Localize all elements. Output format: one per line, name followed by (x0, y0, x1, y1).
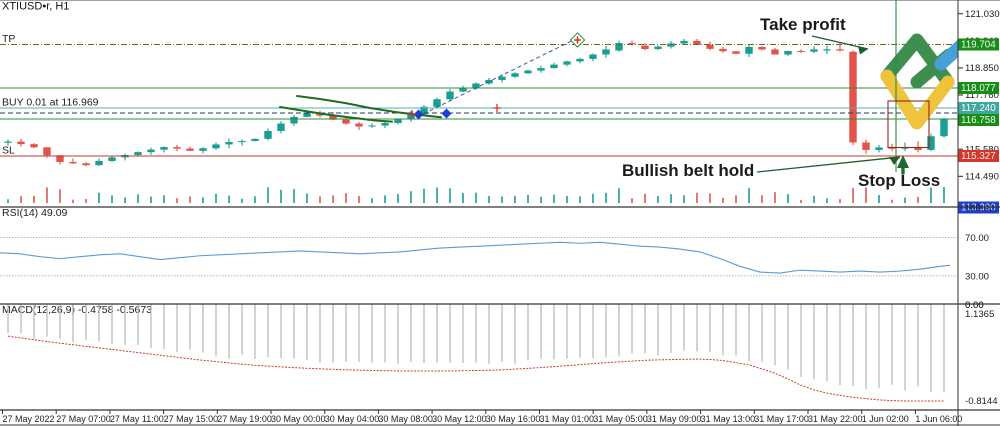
svg-text:30.00: 30.00 (965, 271, 989, 282)
svg-text:118.850: 118.850 (965, 63, 999, 74)
svg-text:121.030: 121.030 (965, 9, 1000, 20)
svg-text:30 May 12:00: 30 May 12:00 (432, 414, 487, 424)
svg-text:119.704: 119.704 (961, 40, 996, 51)
svg-text:BUY 0.01 at 116.969: BUY 0.01 at 116.969 (2, 97, 99, 109)
svg-text:1 Jun 06:00: 1 Jun 06:00 (915, 414, 962, 424)
svg-text:27 May 19:00: 27 May 19:00 (217, 414, 272, 424)
svg-text:31 May 22:00: 31 May 22:00 (808, 414, 863, 424)
svg-text:RSI(14) 49.09: RSI(14) 49.09 (2, 207, 68, 219)
svg-text:31 May 05:00: 31 May 05:00 (593, 414, 648, 424)
svg-text:31 May 01:00: 31 May 01:00 (540, 414, 595, 424)
svg-text:-0.8144: -0.8144 (965, 396, 998, 407)
svg-text:31 May 17:00: 31 May 17:00 (754, 414, 809, 424)
svg-text:Stop Loss: Stop Loss (858, 171, 940, 190)
svg-text:1 Jun 02:00: 1 Jun 02:00 (862, 414, 909, 424)
svg-text:114.490: 114.490 (965, 171, 999, 182)
svg-text:116.758: 116.758 (961, 115, 996, 126)
svg-text:31 May 09:00: 31 May 09:00 (647, 414, 702, 424)
svg-text:27 May 11:00: 27 May 11:00 (110, 414, 164, 424)
svg-text:Take profit: Take profit (760, 15, 846, 34)
svg-text:27 May 2022: 27 May 2022 (3, 414, 55, 424)
svg-text:115.327: 115.327 (961, 151, 996, 162)
svg-text:100.00: 100.00 (965, 203, 994, 214)
svg-text:117.240: 117.240 (961, 103, 996, 114)
svg-text:31 May 13:00: 31 May 13:00 (701, 414, 756, 424)
svg-text:SL: SL (2, 145, 15, 157)
svg-text:XTIUSD•r, H1: XTIUSD•r, H1 (2, 1, 69, 13)
svg-text:30 May 08:00: 30 May 08:00 (378, 414, 433, 424)
svg-text:30 May 16:00: 30 May 16:00 (486, 414, 541, 424)
svg-text:1.1365: 1.1365 (965, 309, 994, 320)
svg-text:118.077: 118.077 (961, 83, 996, 94)
svg-text:27 May 15:00: 27 May 15:00 (164, 414, 219, 424)
svg-text:30 May 04:00: 30 May 04:00 (325, 414, 380, 424)
svg-text:30 May 00:00: 30 May 00:00 (271, 414, 326, 424)
svg-text:Bullish belt hold: Bullish belt hold (622, 161, 754, 180)
svg-text:70.00: 70.00 (965, 233, 989, 244)
svg-text:MACD(12,26,9) -0.4758 -0.5673: MACD(12,26,9) -0.4758 -0.5673 (2, 304, 152, 316)
svg-text:27 May 07:00: 27 May 07:00 (56, 414, 111, 424)
svg-text:TP: TP (2, 33, 15, 45)
